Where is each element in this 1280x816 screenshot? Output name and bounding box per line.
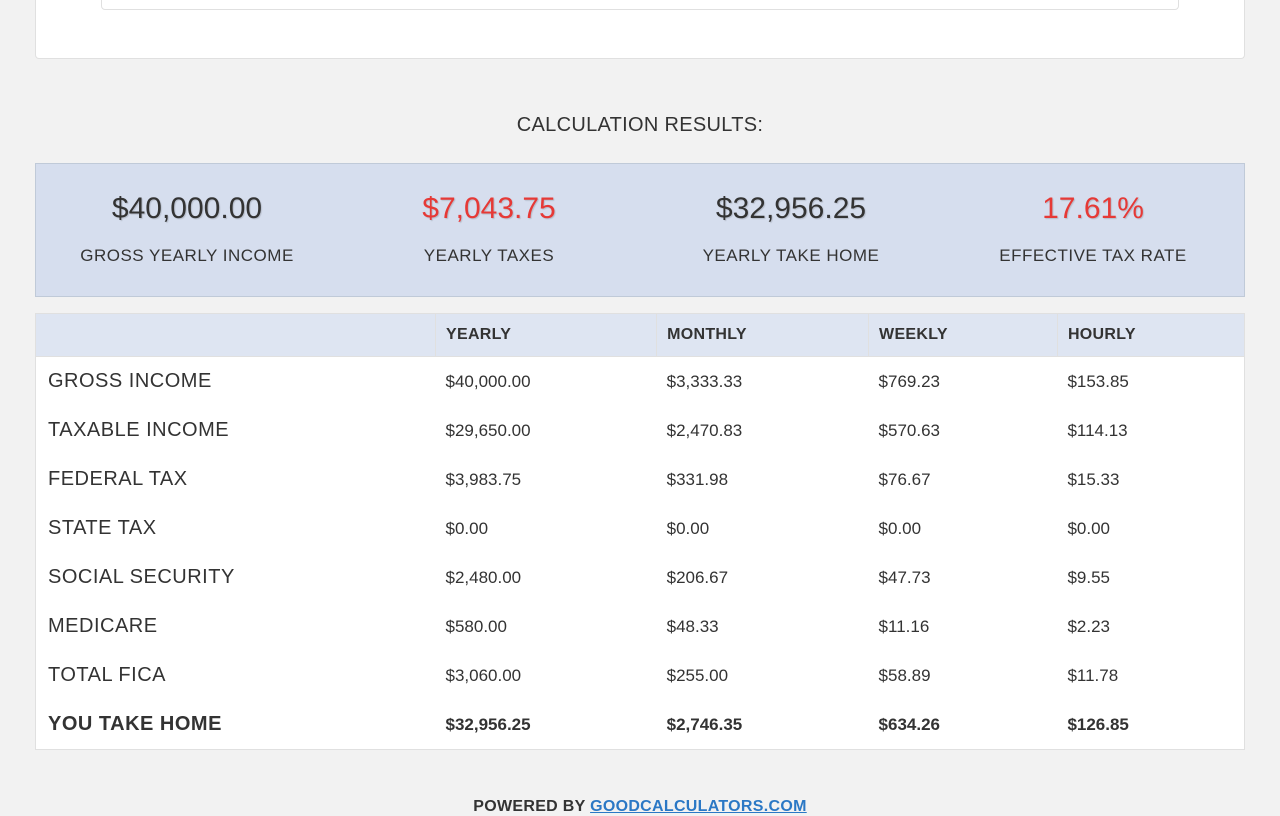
table-cell: $11.78 [1057, 651, 1244, 700]
table-cell: $11.16 [869, 602, 1058, 651]
table-cell: $9.55 [1057, 553, 1244, 602]
table-cell: $32,956.25 [436, 700, 657, 750]
table-cell: $126.85 [1057, 700, 1244, 750]
column-header [36, 314, 436, 357]
table-row: STATE TAX$0.00$0.00$0.00$0.00 [36, 504, 1245, 553]
summary-label: YEARLY TAKE HOME [640, 246, 942, 266]
summary-label: GROSS YEARLY INCOME [36, 246, 338, 266]
table-cell: $3,060.00 [436, 651, 657, 700]
table-cell: $769.23 [869, 357, 1058, 407]
footer-link[interactable]: GOODCALCULATORS.COM [590, 798, 807, 815]
table-cell: $48.33 [657, 602, 869, 651]
breakdown-table: YEARLYMONTHLYWEEKLYHOURLY GROSS INCOME$4… [35, 313, 1245, 750]
footer-prefix: POWERED BY [473, 798, 590, 815]
table-row: YOU TAKE HOME$32,956.25$2,746.35$634.26$… [36, 700, 1245, 750]
column-header: YEARLY [436, 314, 657, 357]
table-row: TAXABLE INCOME$29,650.00$2,470.83$570.63… [36, 406, 1245, 455]
column-header: HOURLY [1057, 314, 1244, 357]
summary-cell-3: 17.61% EFFECTIVE TAX RATE [942, 192, 1244, 266]
top-inner-box [101, 0, 1179, 10]
table-cell: $0.00 [436, 504, 657, 553]
table-cell: $2.23 [1057, 602, 1244, 651]
summary-value: $7,043.75 [338, 192, 640, 226]
summary-cell-2: $32,956.25 YEARLY TAKE HOME [640, 192, 942, 266]
table-cell: $15.33 [1057, 455, 1244, 504]
summary-label: EFFECTIVE TAX RATE [942, 246, 1244, 266]
table-cell: $3,333.33 [657, 357, 869, 407]
results-title: CALCULATION RESULTS: [0, 114, 1280, 137]
summary-value: $32,956.25 [640, 192, 942, 226]
table-cell: $40,000.00 [436, 357, 657, 407]
table-cell: MEDICARE [36, 602, 436, 651]
table-cell: FEDERAL TAX [36, 455, 436, 504]
footer: POWERED BY GOODCALCULATORS.COM [0, 798, 1280, 816]
table-cell: $114.13 [1057, 406, 1244, 455]
table-cell: $570.63 [869, 406, 1058, 455]
top-card [35, 0, 1245, 59]
table-cell: $2,470.83 [657, 406, 869, 455]
summary-cell-1: $7,043.75 YEARLY TAXES [338, 192, 640, 266]
table-cell: $0.00 [869, 504, 1058, 553]
table-row: SOCIAL SECURITY$2,480.00$206.67$47.73$9.… [36, 553, 1245, 602]
column-header: WEEKLY [869, 314, 1058, 357]
table-row: FEDERAL TAX$3,983.75$331.98$76.67$15.33 [36, 455, 1245, 504]
table-cell: $2,480.00 [436, 553, 657, 602]
summary-value: $40,000.00 [36, 192, 338, 226]
table-cell: $331.98 [657, 455, 869, 504]
summary-value: 17.61% [942, 192, 1244, 226]
table-cell: $153.85 [1057, 357, 1244, 407]
table-cell: $47.73 [869, 553, 1058, 602]
table-cell: $0.00 [1057, 504, 1244, 553]
table-cell: $58.89 [869, 651, 1058, 700]
table-row: GROSS INCOME$40,000.00$3,333.33$769.23$1… [36, 357, 1245, 407]
table-cell: YOU TAKE HOME [36, 700, 436, 750]
column-header: MONTHLY [657, 314, 869, 357]
summary-cell-0: $40,000.00 GROSS YEARLY INCOME [36, 192, 338, 266]
table-cell: TAXABLE INCOME [36, 406, 436, 455]
table-row: MEDICARE$580.00$48.33$11.16$2.23 [36, 602, 1245, 651]
table-cell: GROSS INCOME [36, 357, 436, 407]
table-cell: STATE TAX [36, 504, 436, 553]
table-cell: $0.00 [657, 504, 869, 553]
table-cell: $206.67 [657, 553, 869, 602]
table-cell: $255.00 [657, 651, 869, 700]
table-cell: $76.67 [869, 455, 1058, 504]
table-row: TOTAL FICA$3,060.00$255.00$58.89$11.78 [36, 651, 1245, 700]
table-cell: $3,983.75 [436, 455, 657, 504]
summary-label: YEARLY TAXES [338, 246, 640, 266]
table-cell: $29,650.00 [436, 406, 657, 455]
table-cell: $634.26 [869, 700, 1058, 750]
table-cell: $580.00 [436, 602, 657, 651]
table-cell: TOTAL FICA [36, 651, 436, 700]
summary-panel: $40,000.00GROSS YEARLY INCOME$7,043.75YE… [35, 163, 1245, 297]
table-cell: SOCIAL SECURITY [36, 553, 436, 602]
table-cell: $2,746.35 [657, 700, 869, 750]
